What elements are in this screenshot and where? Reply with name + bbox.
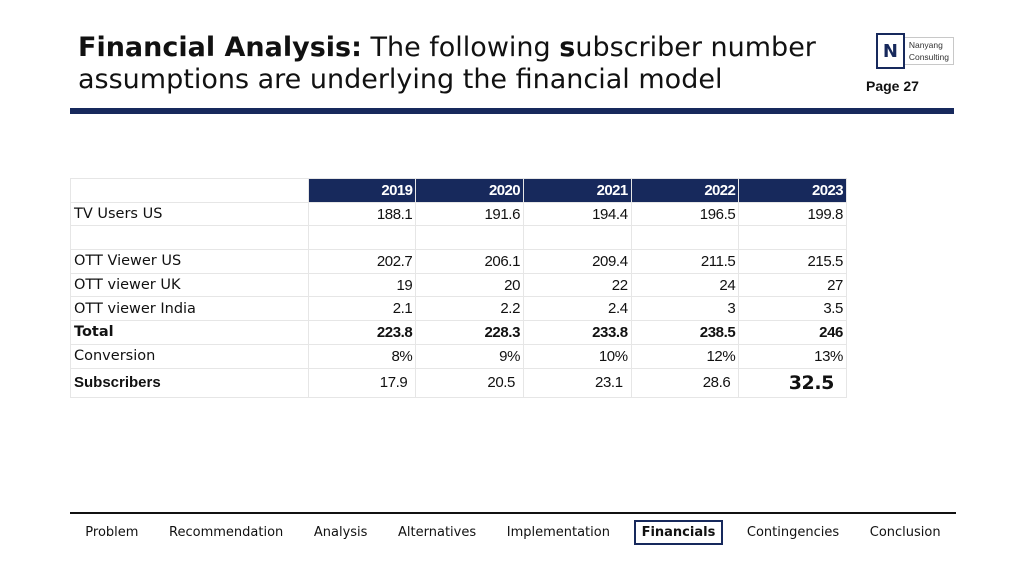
table-cell: 19	[307, 272, 417, 298]
row-label: TV Users US	[70, 201, 309, 227]
row-label: Subscribers	[70, 367, 309, 398]
table-cell: 191.6	[415, 201, 525, 227]
table-cell: 215.5	[738, 249, 847, 274]
table-cell: 27	[738, 272, 847, 298]
header-empty-cell	[70, 178, 309, 203]
table-cell: 2.2	[415, 296, 525, 322]
footer-divider	[70, 512, 956, 514]
table-cell: 202.7	[307, 249, 417, 274]
logo-line-2: Consulting	[908, 52, 949, 62]
logo-text: Nanyang Consulting	[904, 37, 954, 65]
year-header: 2023	[738, 178, 847, 203]
table-row: OTT viewer UK 19 20 22 24 27	[70, 272, 847, 298]
row-label: OTT viewer India	[70, 296, 309, 322]
table-cell	[523, 225, 632, 251]
year-header: 2019	[307, 178, 417, 203]
section-nav: Problem Recommendation Analysis Alternat…	[70, 518, 956, 546]
table-row: OTT Viewer US 202.7 206.1 209.4 211.5 21…	[70, 249, 847, 274]
table-cell: 13%	[738, 343, 847, 369]
company-logo: N Nanyang Consulting	[876, 33, 954, 69]
row-label: Conversion	[70, 343, 309, 369]
table-cell: 209.4	[523, 249, 632, 274]
nav-item-alternatives[interactable]: Alternatives	[398, 524, 477, 540]
logo-line-1: Nanyang	[908, 40, 943, 50]
table-row: OTT viewer India 2.1 2.2 2.4 3 3.5	[70, 296, 847, 322]
table-cell	[738, 225, 847, 251]
title-text-part: The following	[361, 32, 560, 63]
table-cell: 238.5	[630, 320, 740, 345]
table-row: Conversion 8% 9% 10% 12% 13%	[70, 343, 847, 369]
table-cell: 8%	[307, 343, 417, 369]
table-cell: 20	[415, 272, 525, 298]
table-cell: 22	[523, 272, 632, 298]
row-label: OTT viewer UK	[70, 272, 309, 298]
table-cell: 233.8	[523, 320, 632, 345]
table-cell: 3	[630, 296, 740, 322]
title-bold-part: Financial Analysis:	[78, 32, 362, 63]
table-row: TV Users US 188.1 191.6 194.4 196.5 199.…	[70, 201, 847, 227]
row-label: Total	[70, 320, 309, 345]
row-label	[70, 225, 309, 251]
table-cell: 199.8	[738, 201, 847, 227]
nav-item-conclusion[interactable]: Conclusion	[869, 524, 941, 540]
table-cell: 223.8	[307, 320, 417, 345]
row-label: OTT Viewer US	[70, 249, 309, 274]
year-header: 2021	[523, 178, 632, 203]
nav-item-contingencies[interactable]: Contingencies	[746, 524, 840, 540]
table-cell: 3.5	[738, 296, 847, 322]
slide-title: Financial Analysis: The following subscr…	[78, 32, 838, 96]
table-cell: 196.5	[630, 201, 740, 227]
page-number: Page 27	[866, 78, 919, 94]
table-cell: 2.4	[523, 296, 632, 322]
nav-item-problem[interactable]: Problem	[85, 524, 139, 540]
table-cell: 20.5	[415, 367, 525, 398]
year-header: 2020	[415, 178, 525, 203]
table-cell: 9%	[415, 343, 525, 369]
table-cell: 10%	[523, 343, 632, 369]
table-cell: 228.3	[415, 320, 525, 345]
table-cell	[307, 225, 417, 251]
table-row-total: Total 223.8 228.3 233.8 238.5 246	[70, 320, 847, 345]
table-cell-highlight: 32.5	[738, 367, 847, 398]
table-cell: 246	[738, 320, 847, 345]
table-cell	[415, 225, 525, 251]
table-cell: 206.1	[415, 249, 525, 274]
table-cell: 188.1	[307, 201, 417, 227]
table-cell: 28.6	[630, 367, 740, 398]
nav-item-analysis[interactable]: Analysis	[313, 524, 368, 540]
table-cell: 23.1	[523, 367, 632, 398]
table-row-empty	[70, 225, 847, 251]
subscriber-table: 2019 2020 2021 2022 2023 TV Users US 188…	[70, 178, 847, 398]
table-header-row: 2019 2020 2021 2022 2023	[70, 178, 847, 203]
table-cell: 12%	[630, 343, 740, 369]
year-header: 2022	[630, 178, 740, 203]
table-cell: 194.4	[523, 201, 632, 227]
table-cell: 17.9	[307, 367, 417, 398]
logo-letter: N	[876, 33, 905, 69]
nav-item-implementation[interactable]: Implementation	[506, 524, 610, 540]
table-row-subscribers: Subscribers 17.9 20.5 23.1 28.6 32.5	[70, 367, 847, 398]
nav-item-financials[interactable]: Financials	[633, 519, 724, 545]
table-cell: 2.1	[307, 296, 417, 322]
title-bold-letter: s	[559, 32, 576, 63]
nav-item-recommendation[interactable]: Recommendation	[169, 524, 284, 540]
table-cell: 24	[630, 272, 740, 298]
header-divider	[70, 108, 954, 114]
table-cell: 211.5	[630, 249, 740, 274]
title-text-part-2: ubscriber number assumptions are underly…	[78, 32, 816, 95]
table-cell	[630, 225, 740, 251]
